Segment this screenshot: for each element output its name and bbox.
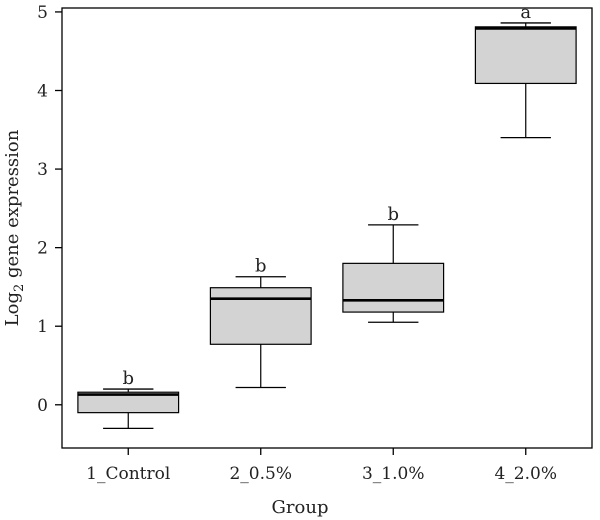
y-tick-label: 3 xyxy=(37,160,48,180)
y-tick-label: 0 xyxy=(37,396,48,416)
box-iqr xyxy=(77,391,180,414)
x-tick-label: 3_1.0% xyxy=(362,464,425,484)
y-axis-title-suffix: gene expression xyxy=(2,129,23,284)
y-axis-title-prefix: Log xyxy=(2,292,23,326)
box-group: a xyxy=(474,2,577,139)
x-axis-title: Group xyxy=(272,497,329,518)
x-tick-label: 4_2.0% xyxy=(494,464,557,484)
box-group: b xyxy=(342,204,445,323)
box-iqr xyxy=(342,262,445,313)
y-tick-label: 4 xyxy=(37,82,48,102)
box-group: b xyxy=(209,256,312,389)
y-tick-label: 5 xyxy=(37,3,48,23)
y-axis-title-subscript: 2 xyxy=(12,284,27,292)
plot-frame xyxy=(61,7,593,449)
significance-label: b xyxy=(387,204,399,225)
x-axis: 1_Control 2_0.5% 3_1.0% 4_2.0% xyxy=(86,448,557,484)
y-axis-title: Log2 gene expression xyxy=(2,129,27,326)
significance-label: a xyxy=(520,2,531,23)
boxes: b b b a xyxy=(77,2,577,430)
y-tick-label: 1 xyxy=(37,317,48,337)
box-iqr xyxy=(474,26,577,85)
x-tick-label: 2_0.5% xyxy=(229,464,292,484)
y-axis: 0 1 2 3 4 5 xyxy=(37,3,62,416)
box-group: b xyxy=(77,368,180,430)
y-tick-label: 2 xyxy=(37,239,48,259)
box-iqr xyxy=(209,287,312,345)
x-tick-label: 1_Control xyxy=(86,464,170,484)
significance-label: b xyxy=(255,256,267,277)
significance-label: b xyxy=(122,368,134,389)
